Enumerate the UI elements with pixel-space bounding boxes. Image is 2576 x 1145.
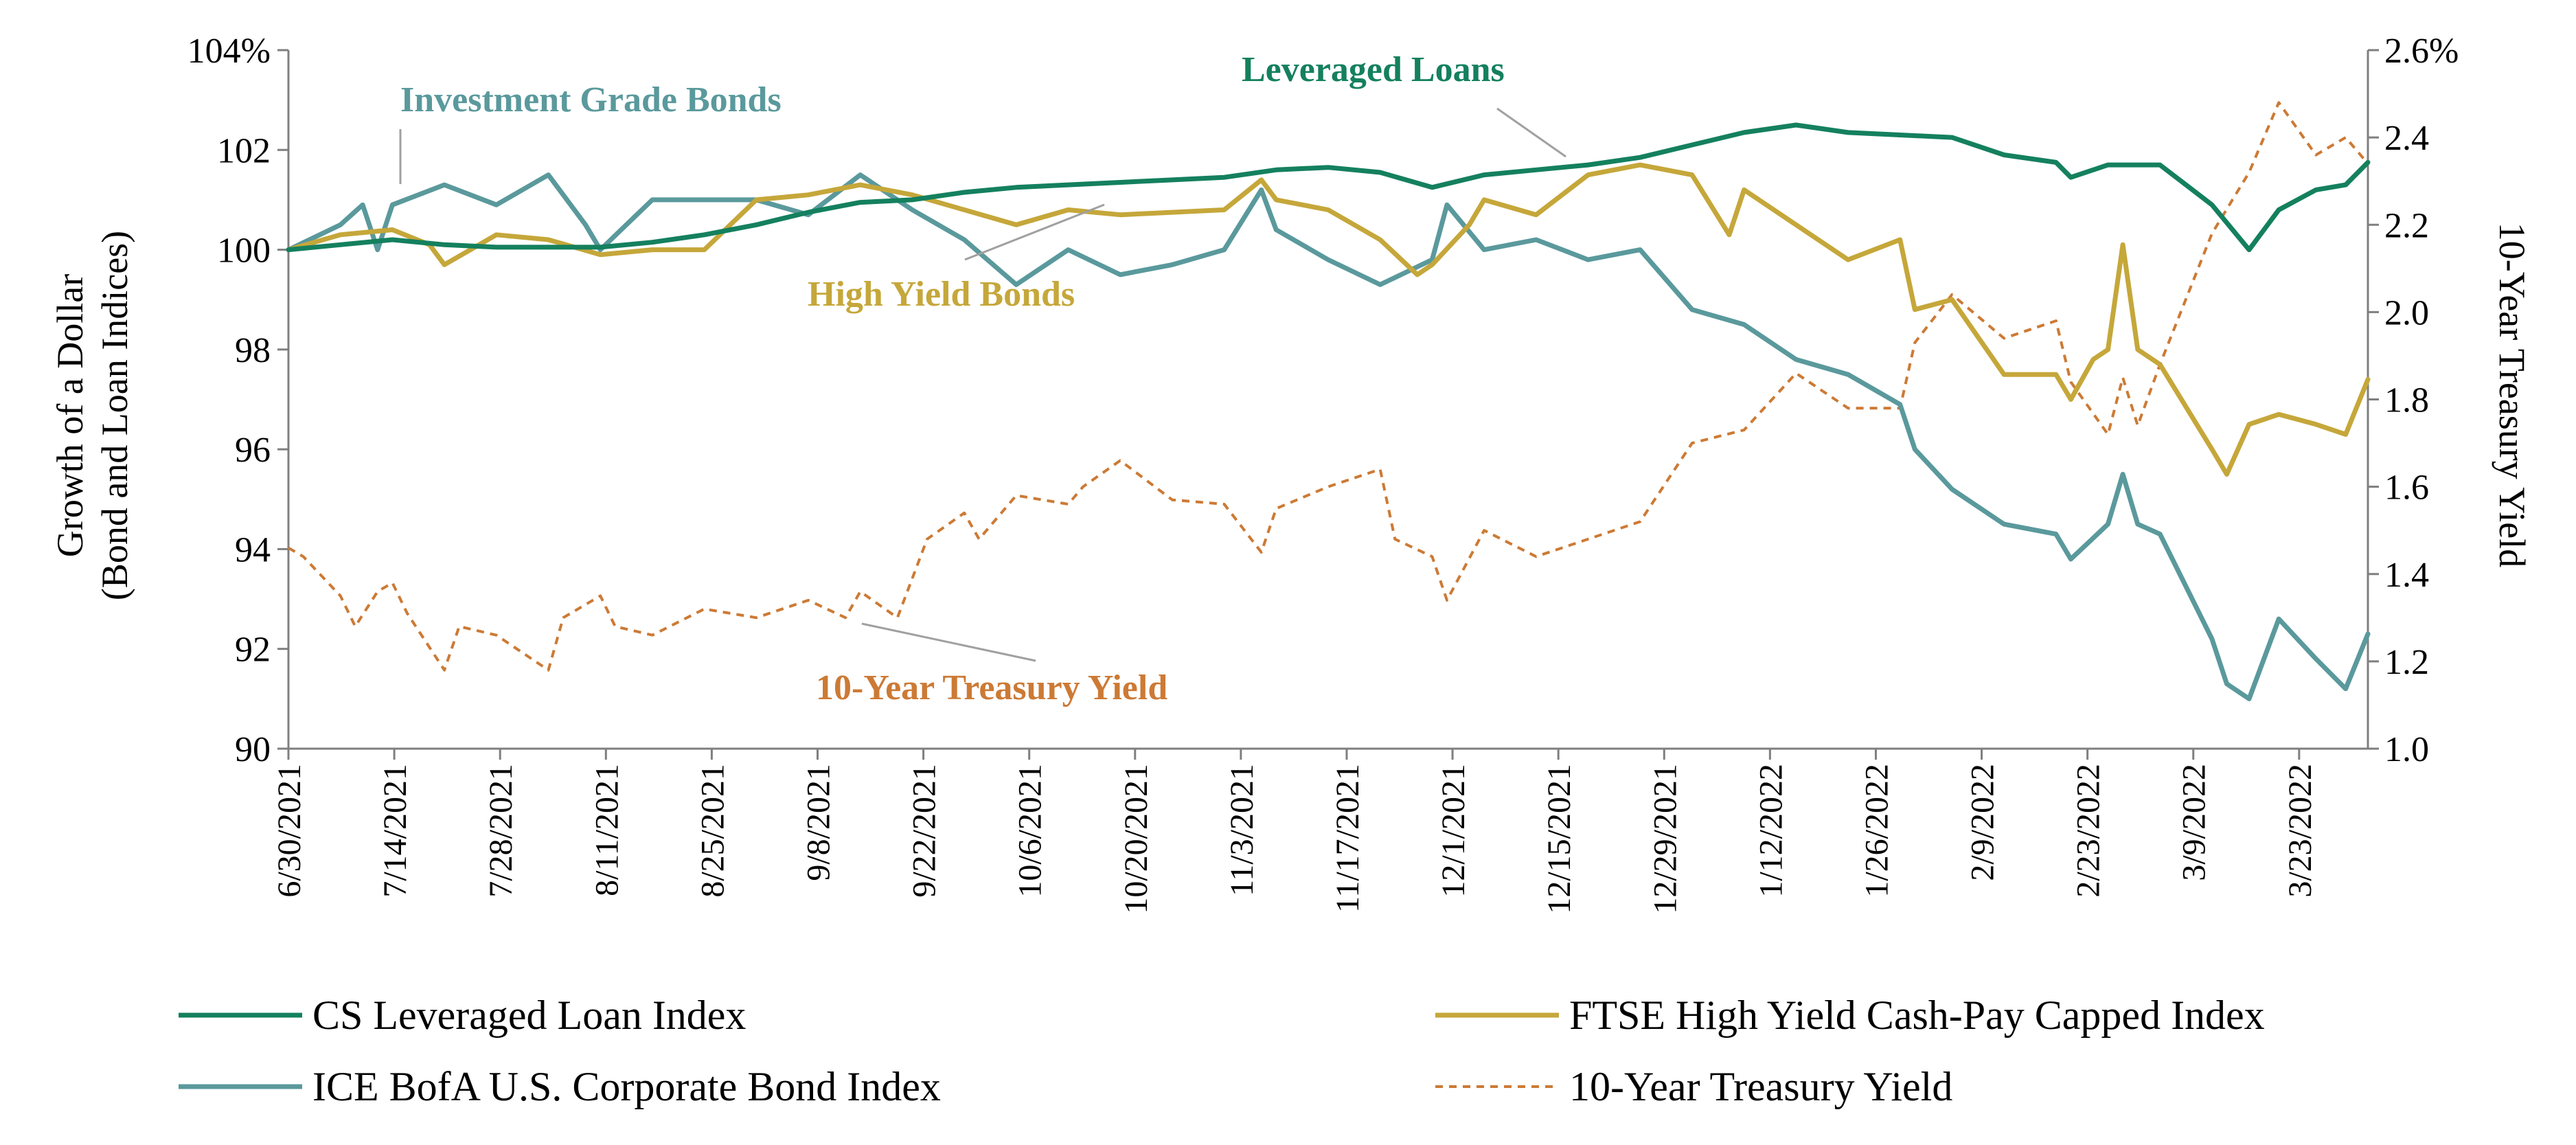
x-tick-label: 7/28/2021 [483,764,519,898]
annotation-investment-grade-bonds: Investment Grade Bonds [400,80,782,120]
y-right-tick-label: 2.2 [2384,206,2429,245]
y-right-tick-label: 1.6 [2384,468,2429,508]
x-tick-label: 1/26/2022 [1858,764,1895,898]
annotation-leveraged-loans: Leveraged Loans [1242,50,1505,89]
x-tick-label: 10/20/2021 [1118,764,1154,914]
y-left-tick-label: 104% [187,32,271,71]
y-right-tick-label: 2.0 [2384,293,2429,332]
x-tick-label: 2/23/2022 [2071,764,2107,898]
annotation-leader-treasury [861,622,1036,662]
x-tick-label: 3/23/2022 [2282,764,2318,898]
y-axis-left-label-line-1: Growth of a Dollar [49,274,91,557]
y-left-tick-label: 90 [235,730,271,769]
y-left-tick-label: 98 [235,331,271,370]
y-right-tick-label: 1.0 [2384,730,2429,769]
axes: 90 92 94 96 98 100 102 104% 1.0 1.2 1.4 1.6 1.8 2.0 2.… [187,32,2459,914]
y-left-tick-label: 102 [217,131,271,170]
series-line-cs-leveraged-loan-index [286,122,2371,253]
x-tick-label: 11/17/2021 [1330,764,1366,913]
x-tick-label: 3/9/2022 [2176,764,2213,881]
legend-label: 10-Year Treasury Yield [1569,1064,1952,1109]
y-axis-left-label-line-2: (Bond and Loan Indices) [94,231,135,600]
annotation-high-yield-bonds: High Yield Bonds [808,275,1075,314]
y-right-tick-label: 1.4 [2384,556,2429,595]
legend-label: ICE BofA U.S. Corporate Bond Index [312,1064,941,1109]
legend-label: CS Leveraged Loan Index [312,993,746,1038]
x-tick-label: 6/30/2021 [271,764,308,898]
x-tick-label: 8/11/2021 [589,764,625,896]
y-right-tick-label: 1.2 [2384,643,2429,682]
y-left-tick-label: 92 [235,631,271,670]
y-left-tick-label: 96 [235,431,271,470]
series-line-10-year-treasury-yield [287,101,2369,672]
annotation-10-year-treasury-yield: 10-Year Treasury Yield [816,668,1167,707]
x-tick-label: 12/29/2021 [1647,764,1683,914]
x-tick-label: 9/8/2021 [800,764,836,881]
x-tick-label: 9/22/2021 [907,764,943,898]
x-tick-label: 8/25/2021 [694,764,731,898]
y-left-tick-label: 100 [217,231,271,271]
x-tick-label: 7/14/2021 [377,764,413,898]
x-tick-label: 11/3/2021 [1224,764,1260,896]
x-tick-label: 2/9/2022 [1965,764,2001,881]
annotations: Investment Grade Bonds Leveraged Loans H… [399,50,1566,707]
y-right-tick-label: 2.6% [2384,32,2459,71]
x-tick-label: 12/15/2021 [1541,764,1577,914]
annotation-leader-high-yield [964,203,1105,261]
x-tick-label: 12/1/2021 [1435,764,1472,898]
y-right-tick-label: 1.8 [2384,381,2429,420]
legend: CS Leveraged Loan Index FTSE High Yield C… [179,993,2265,1109]
legend-label: FTSE High Yield Cash-Pay Capped Index [1569,993,2265,1038]
y-axis-left-label: Growth of a Dollar (Bond and Loan Indice… [49,231,135,600]
series-line-ice-bofa-u-s-corporate-bond-index [286,172,2371,701]
series-line-ftse-high-yield-cash-pay-capped-index [286,162,2371,477]
x-tick-label: 10/6/2021 [1012,764,1049,898]
annotation-leader-leveraged-loans [1496,107,1566,158]
series-layer [286,101,2371,701]
y-right-tick-label: 2.4 [2384,119,2429,158]
y-left-tick-label: 94 [235,530,271,569]
x-tick-label: 1/12/2022 [1753,764,1789,898]
y-axis-right-label: 10-Year Treasury Yield [2492,223,2533,568]
